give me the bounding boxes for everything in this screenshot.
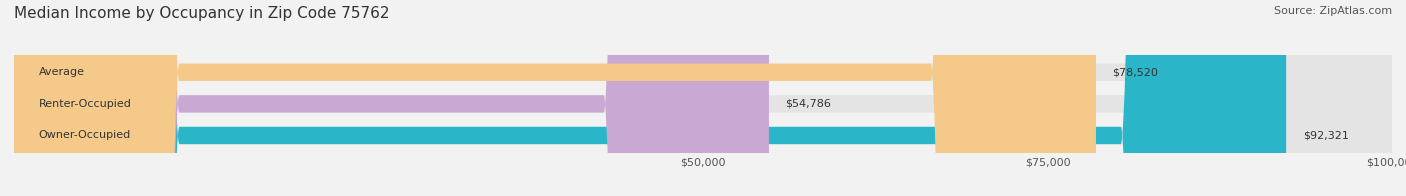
- Text: Renter-Occupied: Renter-Occupied: [39, 99, 132, 109]
- Text: Average: Average: [39, 67, 84, 77]
- FancyBboxPatch shape: [14, 0, 1286, 196]
- FancyBboxPatch shape: [14, 0, 1392, 196]
- Text: $54,786: $54,786: [786, 99, 831, 109]
- Text: Owner-Occupied: Owner-Occupied: [39, 131, 131, 141]
- Text: $92,321: $92,321: [1303, 131, 1348, 141]
- Text: Source: ZipAtlas.com: Source: ZipAtlas.com: [1274, 6, 1392, 16]
- FancyBboxPatch shape: [14, 0, 1392, 196]
- FancyBboxPatch shape: [14, 0, 1392, 196]
- FancyBboxPatch shape: [14, 0, 769, 196]
- Text: $78,520: $78,520: [1112, 67, 1159, 77]
- FancyBboxPatch shape: [14, 0, 1095, 196]
- Text: Median Income by Occupancy in Zip Code 75762: Median Income by Occupancy in Zip Code 7…: [14, 6, 389, 21]
